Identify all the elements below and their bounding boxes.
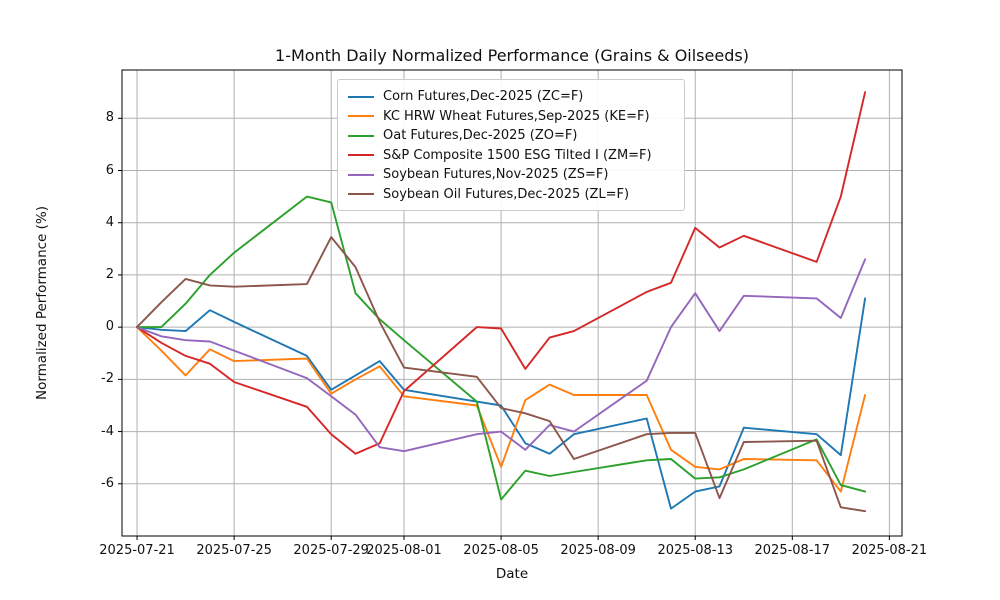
legend-swatch-line-icon [348, 193, 374, 196]
legend-label: S&P Composite 1500 ESG Tilted I (ZM=F) [383, 147, 652, 163]
legend: Corn Futures,Dec-2025 (ZC=F) KC HRW Whea… [337, 79, 685, 211]
x-axis-label: Date [495, 566, 529, 582]
series-line [136, 326, 867, 493]
legend-label: KC HRW Wheat Futures,Sep-2025 (KE=F) [383, 108, 650, 124]
x-tick-label: 2025-08-21 [851, 543, 928, 558]
legend-item: KC HRW Wheat Futures,Sep-2025 (KE=F) [348, 107, 674, 127]
legend-swatch-line-icon [348, 95, 374, 98]
legend-swatch-line-icon [348, 173, 374, 176]
legend-label: Oat Futures,Dec-2025 (ZO=F) [383, 128, 578, 144]
legend-item: Soybean Oil Futures,Dec-2025 (ZL=F) [348, 185, 674, 205]
series-line [136, 91, 867, 455]
legend-swatch-line-icon [348, 154, 374, 157]
x-tick-label: 2025-08-05 [463, 543, 539, 558]
x-tick-label: 2025-07-25 [196, 543, 272, 558]
x-tick-label: 2025-08-17 [754, 543, 831, 558]
legend-swatch-line-icon [348, 134, 374, 137]
y-tick-label: 8 [105, 110, 114, 126]
y-tick-label: -2 [101, 371, 114, 387]
x-tick-label: 2025-07-21 [99, 543, 175, 558]
legend-item: Corn Futures,Dec-2025 (ZC=F) [348, 87, 674, 107]
y-tick-label: 4 [105, 214, 114, 230]
x-tick-label: 2025-08-09 [560, 543, 636, 558]
series-line [136, 195, 867, 501]
legend-label: Soybean Futures,Nov-2025 (ZS=F) [383, 167, 609, 183]
chart-title: 1-Month Daily Normalized Performance (Gr… [275, 46, 749, 65]
y-axis-label: Normalized Performance (%) [34, 205, 50, 401]
x-tick-label: 2025-07-29 [293, 543, 369, 558]
legend-item: S&P Composite 1500 ESG Tilted I (ZM=F) [348, 146, 674, 166]
y-tick-label: -6 [101, 475, 114, 491]
series-line [136, 236, 867, 513]
x-tick-label: 2025-08-13 [657, 543, 733, 558]
legend-item: Oat Futures,Dec-2025 (ZO=F) [348, 126, 674, 146]
x-tick-label: 2025-08-01 [366, 543, 442, 558]
y-tick-label: 0 [105, 319, 114, 335]
legend-swatch-line-icon [348, 115, 374, 118]
plot-border [121, 69, 903, 537]
y-tick-label: -4 [101, 423, 114, 439]
y-tick-label: 2 [105, 266, 114, 282]
legend-label: Soybean Oil Futures,Dec-2025 (ZL=F) [383, 186, 630, 202]
series-line [136, 258, 867, 453]
legend-item: Soybean Futures,Nov-2025 (ZS=F) [348, 165, 674, 185]
legend-label: Corn Futures,Dec-2025 (ZC=F) [383, 89, 584, 105]
y-tick-label: 6 [105, 162, 114, 178]
